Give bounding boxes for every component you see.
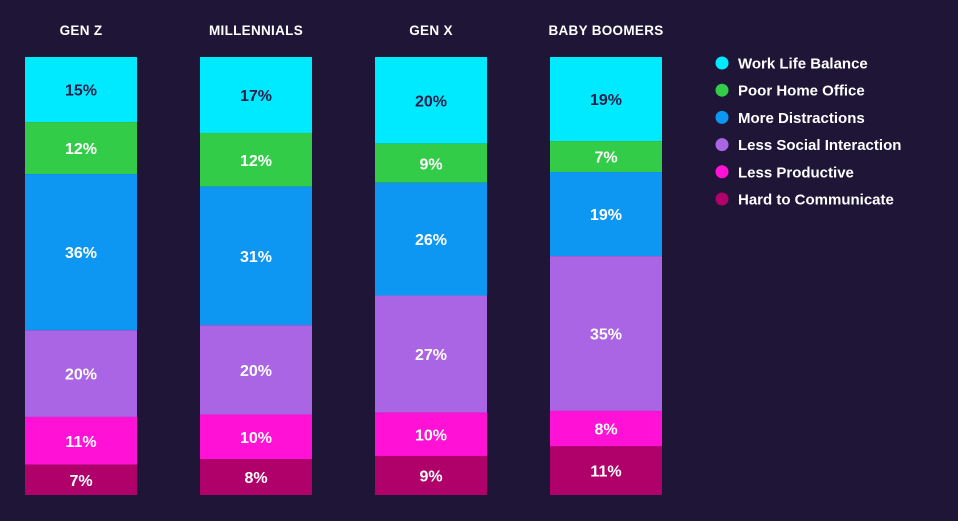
data-label-gen-z-work-life-balance: 15%	[65, 83, 97, 100]
data-label-millennials-less-social-interaction: 20%	[240, 363, 272, 380]
bar-segment-gen-z-hard-to-communicate	[25, 464, 137, 495]
data-label-millennials-hard-to-communicate: 8%	[244, 470, 267, 487]
bar-title-millennials: MILLENNIALS	[209, 23, 303, 38]
legend-marker-less-social-interaction	[715, 138, 729, 152]
data-label-gen-z-poor-home-office: 12%	[65, 141, 97, 158]
legend-marker-hard-to-communicate	[715, 192, 729, 206]
data-label-gen-x-less-social-interaction: 27%	[415, 347, 447, 364]
legend-marker-less-productive	[715, 165, 729, 179]
generation-titles: GEN Z MILLENNIALS GEN X BABY BOOMERS	[60, 23, 664, 38]
data-label-millennials-more-distractions: 31%	[240, 249, 272, 266]
bar-segment-baby-boomers-more-distractions	[550, 172, 662, 257]
data-label-millennials-work-life-balance: 17%	[240, 88, 272, 105]
bar-title-gen-z: GEN Z	[60, 23, 103, 38]
bars: 15% 12% 36% 20% 11% 7% 17% 12% 31% 20% 10% 8% 20% 9% 2…	[25, 57, 662, 495]
bar-segment-millennials-more-distractions	[200, 186, 312, 326]
bar-segment-gen-x-work-life-balance	[375, 57, 487, 144]
legend-label-more-distractions: More Distractions	[738, 110, 865, 127]
legend-label-less-productive: Less Productive	[738, 164, 854, 181]
bar-segment-gen-x-more-distractions	[375, 182, 487, 296]
data-label-gen-z-less-social-interaction: 20%	[65, 367, 97, 384]
bar-segment-millennials-hard-to-communicate	[200, 459, 312, 495]
legend-label-poor-home-office: Poor Home Office	[738, 83, 865, 100]
bar-title-baby-boomers: BABY BOOMERS	[548, 23, 663, 38]
bar-segment-gen-x-poor-home-office	[375, 143, 487, 183]
data-label-baby-boomers-less-social-interaction: 35%	[590, 327, 622, 344]
legend-label-less-social-interaction: Less Social Interaction	[738, 137, 901, 154]
bar-segment-millennials-less-productive	[200, 414, 312, 460]
bar-title-gen-x: GEN X	[409, 23, 453, 38]
data-label-baby-boomers-poor-home-office: 7%	[594, 150, 617, 167]
bar-segment-millennials-less-social-interaction	[200, 325, 312, 415]
data-label-baby-boomers-less-productive: 8%	[594, 422, 617, 439]
bar-segment-baby-boomers-poor-home-office	[550, 141, 662, 173]
bar-segment-gen-z-less-productive	[25, 416, 137, 465]
bar-segment-baby-boomers-less-productive	[550, 410, 662, 447]
legend-label-work-life-balance: Work Life Balance	[738, 56, 868, 73]
bar-segment-baby-boomers-less-social-interaction	[550, 256, 662, 411]
bar-segment-millennials-poor-home-office	[200, 132, 312, 187]
data-label-millennials-poor-home-office: 12%	[240, 153, 272, 170]
data-label-gen-x-less-productive: 10%	[415, 427, 447, 444]
legend-marker-more-distractions	[715, 110, 729, 124]
data-label-gen-z-more-distractions: 36%	[65, 245, 97, 262]
bar-segment-gen-x-less-productive	[375, 412, 487, 456]
legend-marker-poor-home-office	[715, 83, 729, 97]
bar-segment-gen-x-hard-to-communicate	[375, 455, 487, 495]
bar-segment-baby-boomers-work-life-balance	[550, 57, 662, 142]
data-label-baby-boomers-work-life-balance: 19%	[590, 92, 622, 109]
data-label-gen-x-poor-home-office: 9%	[419, 156, 442, 173]
data-label-baby-boomers-more-distractions: 19%	[590, 207, 622, 224]
legend: Work Life Balance Poor Home Office More Di…	[715, 56, 901, 209]
bar-segment-baby-boomers-hard-to-communicate	[550, 446, 662, 495]
data-label-millennials-less-productive: 10%	[240, 430, 272, 447]
bar-segment-gen-z-poor-home-office	[25, 122, 137, 175]
legend-marker-work-life-balance	[715, 56, 729, 70]
data-label-gen-z-less-productive: 11%	[65, 434, 96, 451]
legend-label-hard-to-communicate: Hard to Communicate	[738, 192, 894, 209]
data-label-gen-z-hard-to-communicate: 7%	[69, 473, 92, 490]
data-label-gen-x-more-distractions: 26%	[415, 232, 447, 249]
data-label-gen-x-hard-to-communicate: 9%	[419, 468, 442, 485]
bar-segment-millennials-work-life-balance	[200, 57, 312, 133]
bar-segment-gen-x-less-social-interaction	[375, 295, 487, 413]
bar-segment-gen-z-less-social-interaction	[25, 330, 137, 417]
bar-segment-gen-z-more-distractions	[25, 174, 137, 331]
bar-segment-gen-z-work-life-balance	[25, 57, 137, 123]
data-label-gen-x-work-life-balance: 20%	[415, 93, 447, 110]
data-label-baby-boomers-hard-to-communicate: 11%	[590, 464, 621, 481]
